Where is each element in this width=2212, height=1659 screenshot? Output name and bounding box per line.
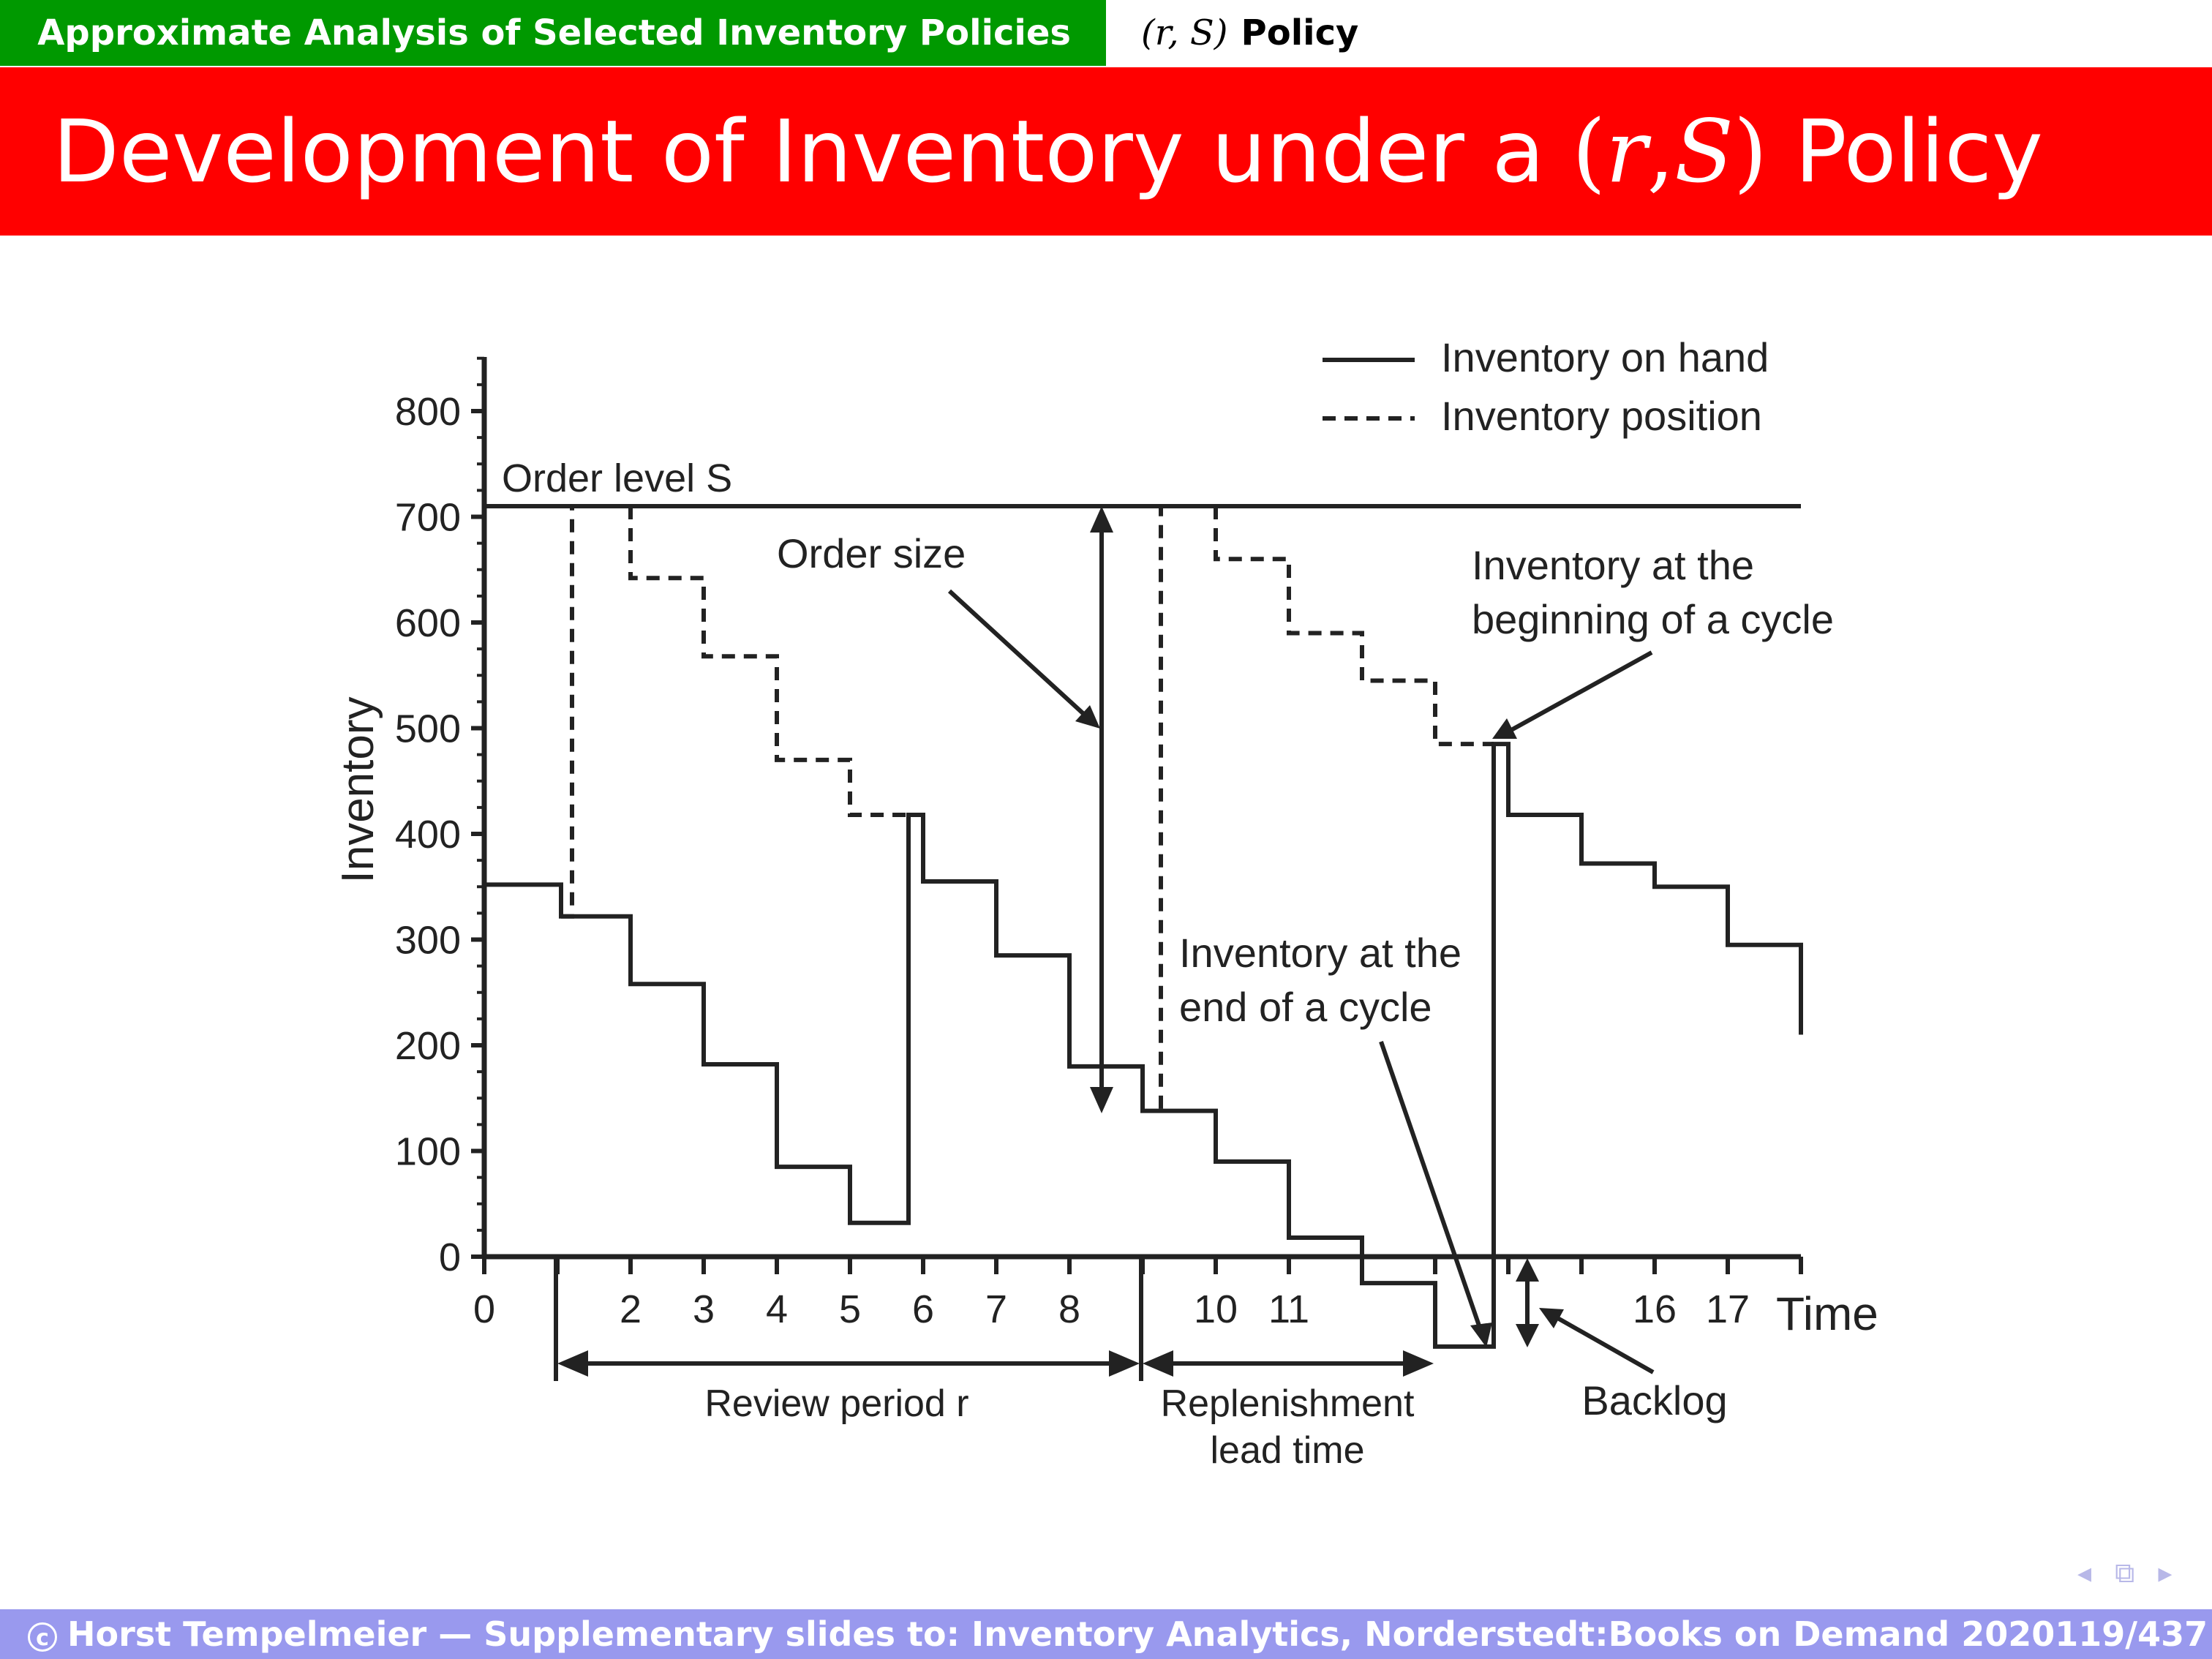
order-size-arrowhead-bottom bbox=[1090, 1087, 1113, 1113]
review-period-head-left bbox=[557, 1350, 588, 1377]
x-tick-label: 17 bbox=[1706, 1287, 1750, 1331]
title-math-sep: , bbox=[1647, 101, 1675, 202]
slide-title: Development of Inventory under a (r, S) … bbox=[0, 67, 2212, 236]
page-number: 119/437 bbox=[2055, 1614, 2208, 1654]
lead-time-head-right bbox=[1403, 1350, 1434, 1377]
y-tick-label: 200 bbox=[395, 1024, 461, 1068]
end-cycle-pointer-head bbox=[1470, 1323, 1492, 1347]
y-tick-label: 700 bbox=[395, 496, 461, 540]
begin-cycle-label-1: Inventory at the bbox=[1472, 542, 1754, 588]
order-size-arrowhead-top bbox=[1090, 506, 1113, 533]
title-paren-open: ( bbox=[1572, 101, 1606, 202]
y-tick-label: 300 bbox=[395, 919, 461, 963]
title-text-pre: Development of Inventory under a bbox=[53, 101, 1545, 202]
position-series-segment-4 bbox=[1214, 506, 1494, 747]
y-axis-label: Inventory bbox=[333, 696, 383, 883]
lead-time-label-1: Replenishment bbox=[1161, 1382, 1415, 1425]
legend-on-hand-label: Inventory on hand bbox=[1441, 334, 1769, 380]
y-tick-label: 0 bbox=[439, 1235, 461, 1279]
y-ticks: 0 100 200 300 400 500 600 700 800 bbox=[395, 356, 484, 1279]
title-paren-close: ) bbox=[1734, 101, 1768, 202]
x-tick-label: 6 bbox=[912, 1287, 934, 1331]
y-tick-label: 500 bbox=[395, 707, 461, 751]
x-axis-label: Time bbox=[1776, 1287, 1878, 1340]
backlog-head-top bbox=[1516, 1258, 1539, 1282]
backlog-label: Backlog bbox=[1581, 1377, 1727, 1423]
x-ticks: 0 2 3 4 5 6 7 8 10 11 16 17 bbox=[473, 1257, 1803, 1331]
section-header[interactable]: Approximate Analysis of Selected Invento… bbox=[0, 0, 1106, 66]
y-tick-label: 100 bbox=[395, 1130, 461, 1174]
footer-credit-text: Horst Tempelmeier — Supplementary slides… bbox=[67, 1614, 2055, 1654]
title-math-S: S bbox=[1674, 101, 1734, 202]
x-tick-label: 10 bbox=[1194, 1287, 1238, 1331]
x-tick-label: 8 bbox=[1058, 1287, 1080, 1331]
order-size-label: Order size bbox=[777, 530, 966, 576]
x-tick-label: 16 bbox=[1633, 1287, 1677, 1331]
x-tick-label: 5 bbox=[839, 1287, 861, 1331]
review-period-head-right bbox=[1109, 1350, 1140, 1377]
section-title: Approximate Analysis of Selected Invento… bbox=[37, 12, 1071, 53]
footer-credit: c Horst Tempelmeier — Supplementary slide… bbox=[28, 1614, 2055, 1654]
begin-cycle-pointer-head bbox=[1492, 718, 1517, 739]
x-tick-label: 11 bbox=[1268, 1287, 1309, 1331]
subsection-math: (r, S) bbox=[1141, 12, 1228, 53]
copyright-icon: c bbox=[28, 1622, 57, 1652]
backlog-pointer-head bbox=[1539, 1308, 1564, 1328]
y-tick-label: 400 bbox=[395, 813, 461, 857]
x-tick-label: 3 bbox=[693, 1287, 715, 1331]
y-tick-label: 600 bbox=[395, 601, 461, 645]
x-tick-label: 0 bbox=[473, 1287, 495, 1331]
order-level-label: Order level S bbox=[502, 456, 732, 500]
end-cycle-label-1: Inventory at the bbox=[1179, 930, 1462, 976]
end-cycle-pointer bbox=[1379, 1041, 1483, 1331]
begin-cycle-pointer bbox=[1510, 650, 1653, 732]
review-period-label: Review period r bbox=[704, 1382, 968, 1425]
order-size-pointer bbox=[947, 589, 1091, 721]
title-math-r: r bbox=[1606, 101, 1647, 202]
subsection-label: Policy bbox=[1241, 12, 1359, 53]
title-text-post: Policy bbox=[1794, 101, 2043, 202]
on-hand-series bbox=[484, 742, 1803, 1349]
position-series-segment-1 bbox=[561, 506, 574, 919]
x-tick-label: 4 bbox=[766, 1287, 788, 1331]
subsection-header[interactable]: (r, S) Policy bbox=[1106, 0, 2212, 66]
y-tick-label: 800 bbox=[395, 390, 461, 434]
backlog-pointer bbox=[1554, 1314, 1655, 1374]
end-cycle-label-2: end of a cycle bbox=[1179, 984, 1432, 1030]
x-tick-label: 7 bbox=[985, 1287, 1007, 1331]
order-size-pointer-head bbox=[1075, 705, 1100, 729]
lead-time-head-left bbox=[1143, 1350, 1173, 1377]
x-tick-label: 2 bbox=[620, 1287, 642, 1331]
backlog-head-bottom bbox=[1516, 1324, 1539, 1347]
lead-time-label-2: lead time bbox=[1211, 1429, 1365, 1472]
position-series-segment-2 bbox=[628, 506, 908, 817]
legend-position-label: Inventory position bbox=[1441, 393, 1762, 439]
footer-bar: c Horst Tempelmeier — Supplementary slide… bbox=[0, 1609, 2212, 1659]
begin-cycle-label-2: beginning of a cycle bbox=[1472, 596, 1834, 642]
beamer-nav-icons[interactable]: ◂ ⧉ ▸ bbox=[2077, 1557, 2180, 1589]
